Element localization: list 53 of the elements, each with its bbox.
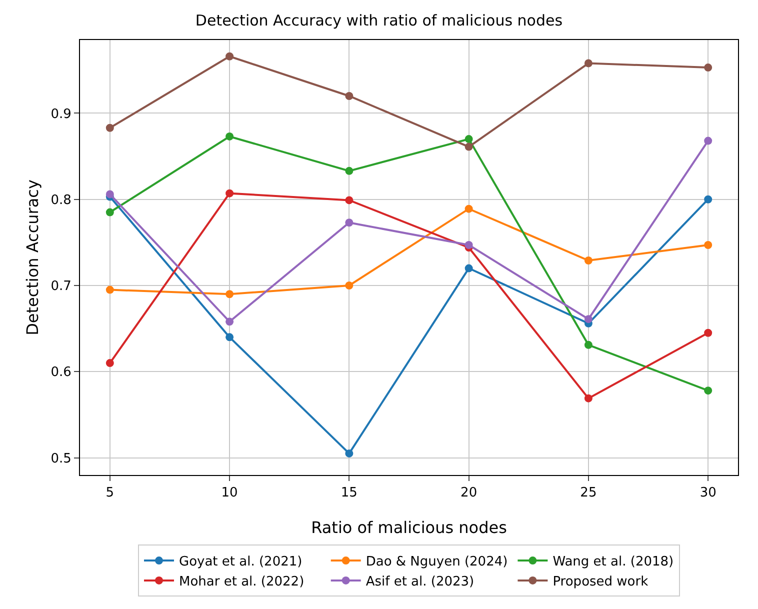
point [226, 132, 234, 140]
point [584, 59, 592, 68]
legend-label: Mohar et al. (2022) [179, 574, 304, 590]
point [106, 359, 114, 368]
point [464, 264, 473, 272]
point [584, 315, 592, 324]
point [464, 241, 473, 250]
legend-label: Goyat et al. (2021) [179, 554, 302, 570]
y-tick-label: 0.5 [50, 451, 72, 466]
y-tick-label: 0.6 [50, 365, 72, 380]
point [464, 142, 473, 151]
point [704, 386, 712, 395]
legend-label: Proposed work [552, 574, 649, 590]
point [345, 166, 354, 175]
x-tick-label: 30 [700, 486, 716, 501]
y-axis-title: Detection Accuracy [23, 180, 42, 336]
y-tick-label: 0.9 [50, 106, 72, 122]
legend-label: Dao & Nguyen (2024) [366, 554, 508, 570]
point [106, 286, 114, 294]
point [226, 52, 234, 60]
point [345, 196, 354, 204]
point [464, 135, 473, 144]
x-tick-label: 20 [460, 486, 478, 501]
point [584, 256, 592, 265]
point [704, 136, 712, 145]
x-axis-title: Ratio of malicious nodes [311, 518, 507, 537]
point [345, 449, 354, 458]
legend-label: Asif et al. (2023) [366, 574, 474, 590]
point [226, 189, 234, 198]
point [584, 394, 592, 402]
point [106, 190, 114, 198]
x-tick-label: 10 [221, 486, 238, 501]
x-tick-label: 5 [106, 486, 114, 501]
x-tick-label: 25 [580, 486, 597, 501]
point [584, 340, 592, 349]
point [226, 318, 234, 326]
point [704, 195, 712, 204]
point [106, 208, 114, 216]
point [345, 92, 354, 100]
point [464, 204, 473, 213]
point [704, 241, 712, 250]
chart-title: Detection Accuracy with ratio of malicious nodes [195, 12, 563, 30]
y-tick-label: 0.7 [50, 279, 72, 294]
x-tick-label: 15 [340, 486, 358, 501]
y-tick-label: 0.8 [50, 192, 72, 208]
point [106, 124, 114, 132]
point [704, 328, 712, 337]
point [345, 282, 354, 290]
point [345, 218, 354, 227]
point [704, 64, 712, 72]
legend-label: Wang et al. (2018) [552, 554, 674, 570]
point [226, 333, 234, 342]
point [226, 290, 234, 298]
